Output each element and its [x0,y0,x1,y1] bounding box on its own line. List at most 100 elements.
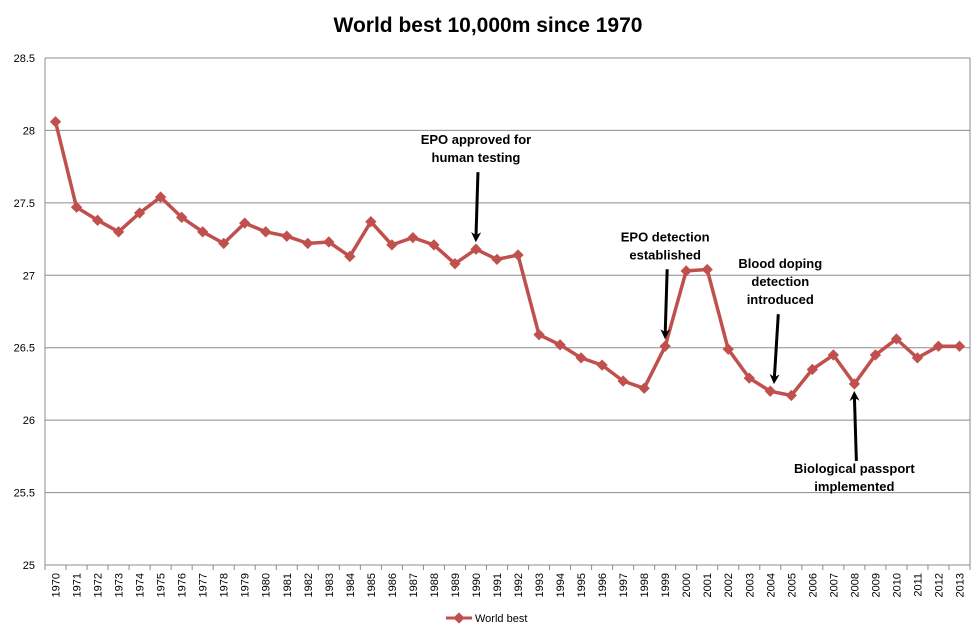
x-tick-label: 1977 [198,573,210,597]
data-point [596,359,608,371]
y-tick-label: 26 [23,415,35,427]
data-point [743,372,755,384]
annotation-text: Biological passport [794,461,915,476]
x-tick-label: 1970 [51,573,63,597]
data-point [659,340,671,352]
series-world-best [49,116,966,402]
annotation-text: Blood doping [738,256,822,271]
data-point [218,237,230,250]
x-tick-label: 1992 [513,573,525,597]
x-tick-label: 1987 [408,573,420,597]
data-point [533,329,545,341]
annotation-text: introduced [747,292,814,307]
data-point [386,239,398,251]
x-tick-label: 1991 [492,573,504,597]
data-point [175,211,188,223]
data-point [449,258,461,270]
annotation-text: EPO detection [621,229,710,244]
x-tick-label: 2002 [723,573,735,597]
x-tick-label: 1979 [240,573,252,597]
annotation: Blood doping detection introduced [738,256,822,385]
x-tick-label: 2009 [870,573,882,597]
y-tick-label: 25.5 [14,488,35,500]
x-tick-label: 2013 [954,573,966,597]
x-tick-label: 1999 [660,573,672,597]
x-tick-label: 1988 [429,573,441,597]
annotation: Biological passport implemented [794,390,915,494]
grid [45,57,970,566]
data-point [785,389,797,402]
annotation-text: detection [751,274,809,289]
data-point [302,237,314,250]
chart-title: World best 10,000m since 1970 [334,14,643,37]
data-point [575,352,587,364]
x-tick-label: 1998 [639,573,651,597]
y-tick-label: 28 [23,125,35,137]
data-point [428,239,440,251]
x-tick-label: 2012 [933,573,945,597]
data-point [260,226,272,238]
data-point [344,250,356,263]
x-tick-label: 1996 [597,573,609,597]
annotation-text: implemented [814,479,894,494]
x-tick-label: 1975 [156,573,168,597]
x-tick-label: 1978 [219,573,231,597]
x-tick-label: 1993 [534,573,546,597]
data-point [512,249,524,261]
data-point [911,352,924,364]
x-tick-label: 1982 [303,573,315,597]
y-tick-label: 27.5 [14,198,35,210]
x-tick-label: 1973 [114,573,126,597]
annotation-arrow [849,390,860,461]
x-tick-label: 1981 [282,573,294,597]
data-point [848,378,861,390]
x-tick-label: 1974 [135,573,147,597]
data-point [869,349,882,361]
x-tick-label: 1976 [177,573,189,597]
data-point [722,343,734,355]
data-point [365,216,377,228]
x-tick-label: 1985 [366,573,378,597]
annotations: EPO approved for human testing EPO detecti… [421,132,916,494]
annotation-arrow [769,314,780,385]
data-point [554,339,566,351]
annotation: EPO approved for human testing [421,132,531,243]
annotation-text: human testing [432,150,521,165]
x-tick-label: 2005 [786,573,798,597]
x-tick-label: 1980 [261,573,273,597]
x-tick-label: 2001 [702,573,714,597]
x-tick-label: 1984 [345,573,357,597]
data-point [638,382,650,394]
data-point [491,253,503,266]
x-tick-label: 2008 [849,573,861,597]
y-tick-label: 26.5 [14,343,35,355]
data-point [764,385,776,397]
data-point [133,207,146,219]
x-tick-label: 2010 [891,573,903,597]
data-point [932,340,945,352]
data-point [49,116,62,128]
x-tick-label: 1972 [93,573,105,597]
x-tick-label: 2004 [765,573,777,597]
x-tick-label: 1994 [555,573,567,597]
y-tick-label: 25 [23,560,35,572]
data-point [470,243,482,255]
y-tick-label: 28.5 [14,53,35,65]
legend-label: World best [475,613,527,625]
data-point [239,217,251,229]
legend-marker-sample [453,612,465,624]
x-axis-ticks: 1970 1971 1972 1973 1974 1975 1976 1977 1978 1979… [44,565,971,597]
legend: World best [446,612,527,625]
data-point [680,265,692,277]
data-point [617,375,629,387]
data-point [890,333,903,345]
x-tick-label: 2003 [744,573,756,597]
x-tick-label: 2011 [912,573,924,597]
data-point [323,236,335,248]
data-point [806,363,818,376]
x-tick-label: 1971 [72,573,84,597]
data-point [197,226,209,238]
data-point [701,263,713,276]
data-point [827,349,840,361]
